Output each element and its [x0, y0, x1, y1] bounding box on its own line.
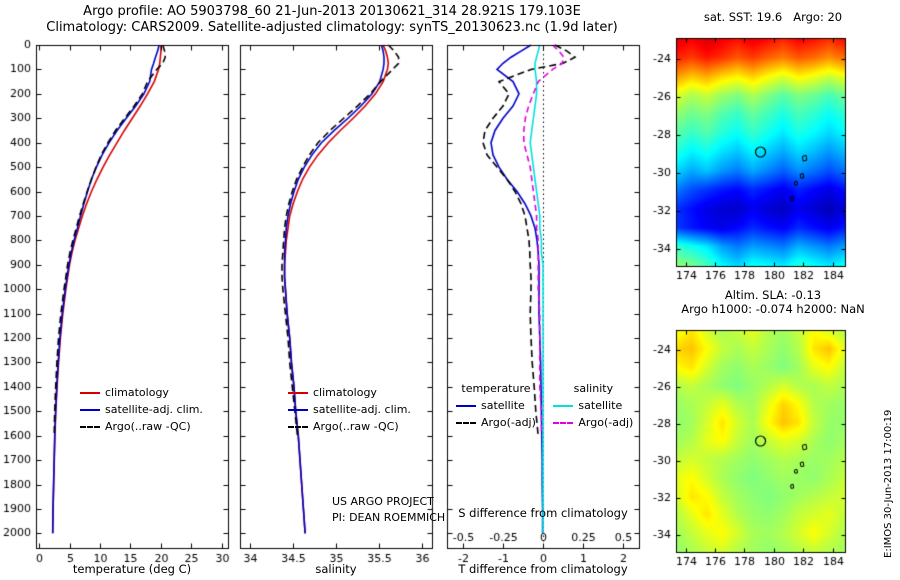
satellite-line-sample	[288, 409, 308, 411]
legend-label-satellite: satellite-adj. clim.	[105, 403, 203, 416]
figure-title-line2: Climatology: CARS2009. Satellite-adjuste…	[46, 20, 618, 35]
difference-legend-temperature-column: temperature satellite Argo(-adj)	[456, 380, 536, 431]
legend-item-satellite: satellite-adj. clim.	[80, 401, 203, 418]
project-credit: US ARGO PROJECT PI: DEAN ROEMMICH	[332, 494, 445, 526]
legend-label-climatology: climatology	[105, 386, 169, 399]
legend-label-climatology: climatology	[313, 386, 377, 399]
legend-label-argo: Argo(..raw -QC)	[105, 420, 191, 433]
legend-item-t-argo: Argo(-adj)	[456, 414, 536, 431]
temperature-axis-label: temperature (deg C)	[72, 562, 192, 576]
legend-item-argo: Argo(..raw -QC)	[80, 418, 203, 435]
project-credit-line2: PI: DEAN ROEMMICH	[332, 511, 446, 524]
salinity-legend: climatology satellite-adj. clim. Argo(..…	[288, 384, 411, 435]
climatology-line-sample	[288, 392, 308, 394]
sla-map-subtitle: Argo h1000: -0.074 h2000: NaN	[681, 302, 865, 316]
t-satellite-line-sample	[456, 405, 476, 407]
satellite-line-sample	[80, 409, 100, 411]
legend-item-s-argo: Argo(-adj)	[553, 414, 633, 431]
legend-item-climatology: climatology	[80, 384, 203, 401]
timestamp-stamp: E:IMOS 30-Jun-2013 17:00:19	[883, 409, 894, 558]
sla-map-title: Altim. SLA: -0.13	[724, 288, 822, 302]
argo-line-sample	[80, 426, 100, 428]
salinity-axis-label: salinity	[315, 562, 357, 576]
legend-label-argo: Argo(..raw -QC)	[313, 420, 399, 433]
s-difference-axis-label: S difference from climatology	[458, 506, 628, 520]
temperature-legend: climatology satellite-adj. clim. Argo(..…	[80, 384, 203, 435]
legend-label-satellite: satellite-adj. clim.	[313, 403, 411, 416]
project-credit-line1: US ARGO PROJECT	[332, 495, 434, 508]
legend-item-satellite: satellite-adj. clim.	[288, 401, 411, 418]
s-satellite-line-sample	[553, 405, 574, 407]
climatology-line-sample	[80, 392, 100, 394]
legend-item-climatology: climatology	[288, 384, 411, 401]
argo-line-sample	[288, 426, 308, 428]
sst-map-title: sat. SST: 19.6 Argo: 20	[703, 10, 843, 24]
difference-legend-salinity-column: salinity satellite Argo(-adj)	[553, 380, 633, 431]
legend-label-t-satellite: satellite	[481, 399, 525, 412]
legend-header-salinity: salinity	[573, 382, 614, 395]
difference-legend: temperature satellite Argo(-adj) salinit…	[456, 380, 647, 431]
legend-item-s-satellite: satellite	[553, 397, 633, 414]
t-difference-axis-label: T difference from climatology	[458, 562, 628, 576]
s-argo-line-sample	[553, 422, 574, 424]
legend-label-s-argo: Argo(-adj)	[578, 416, 634, 429]
t-argo-line-sample	[456, 422, 476, 424]
legend-label-s-satellite: satellite	[578, 399, 623, 412]
legend-item-t-satellite: satellite	[456, 397, 536, 414]
legend-label-t-argo: Argo(-adj)	[481, 416, 536, 429]
figure-title-line1: Argo profile: AO 5903798_60 21-Jun-2013 …	[83, 4, 581, 19]
legend-header-temperature: temperature	[461, 382, 531, 395]
legend-item-argo: Argo(..raw -QC)	[288, 418, 411, 435]
